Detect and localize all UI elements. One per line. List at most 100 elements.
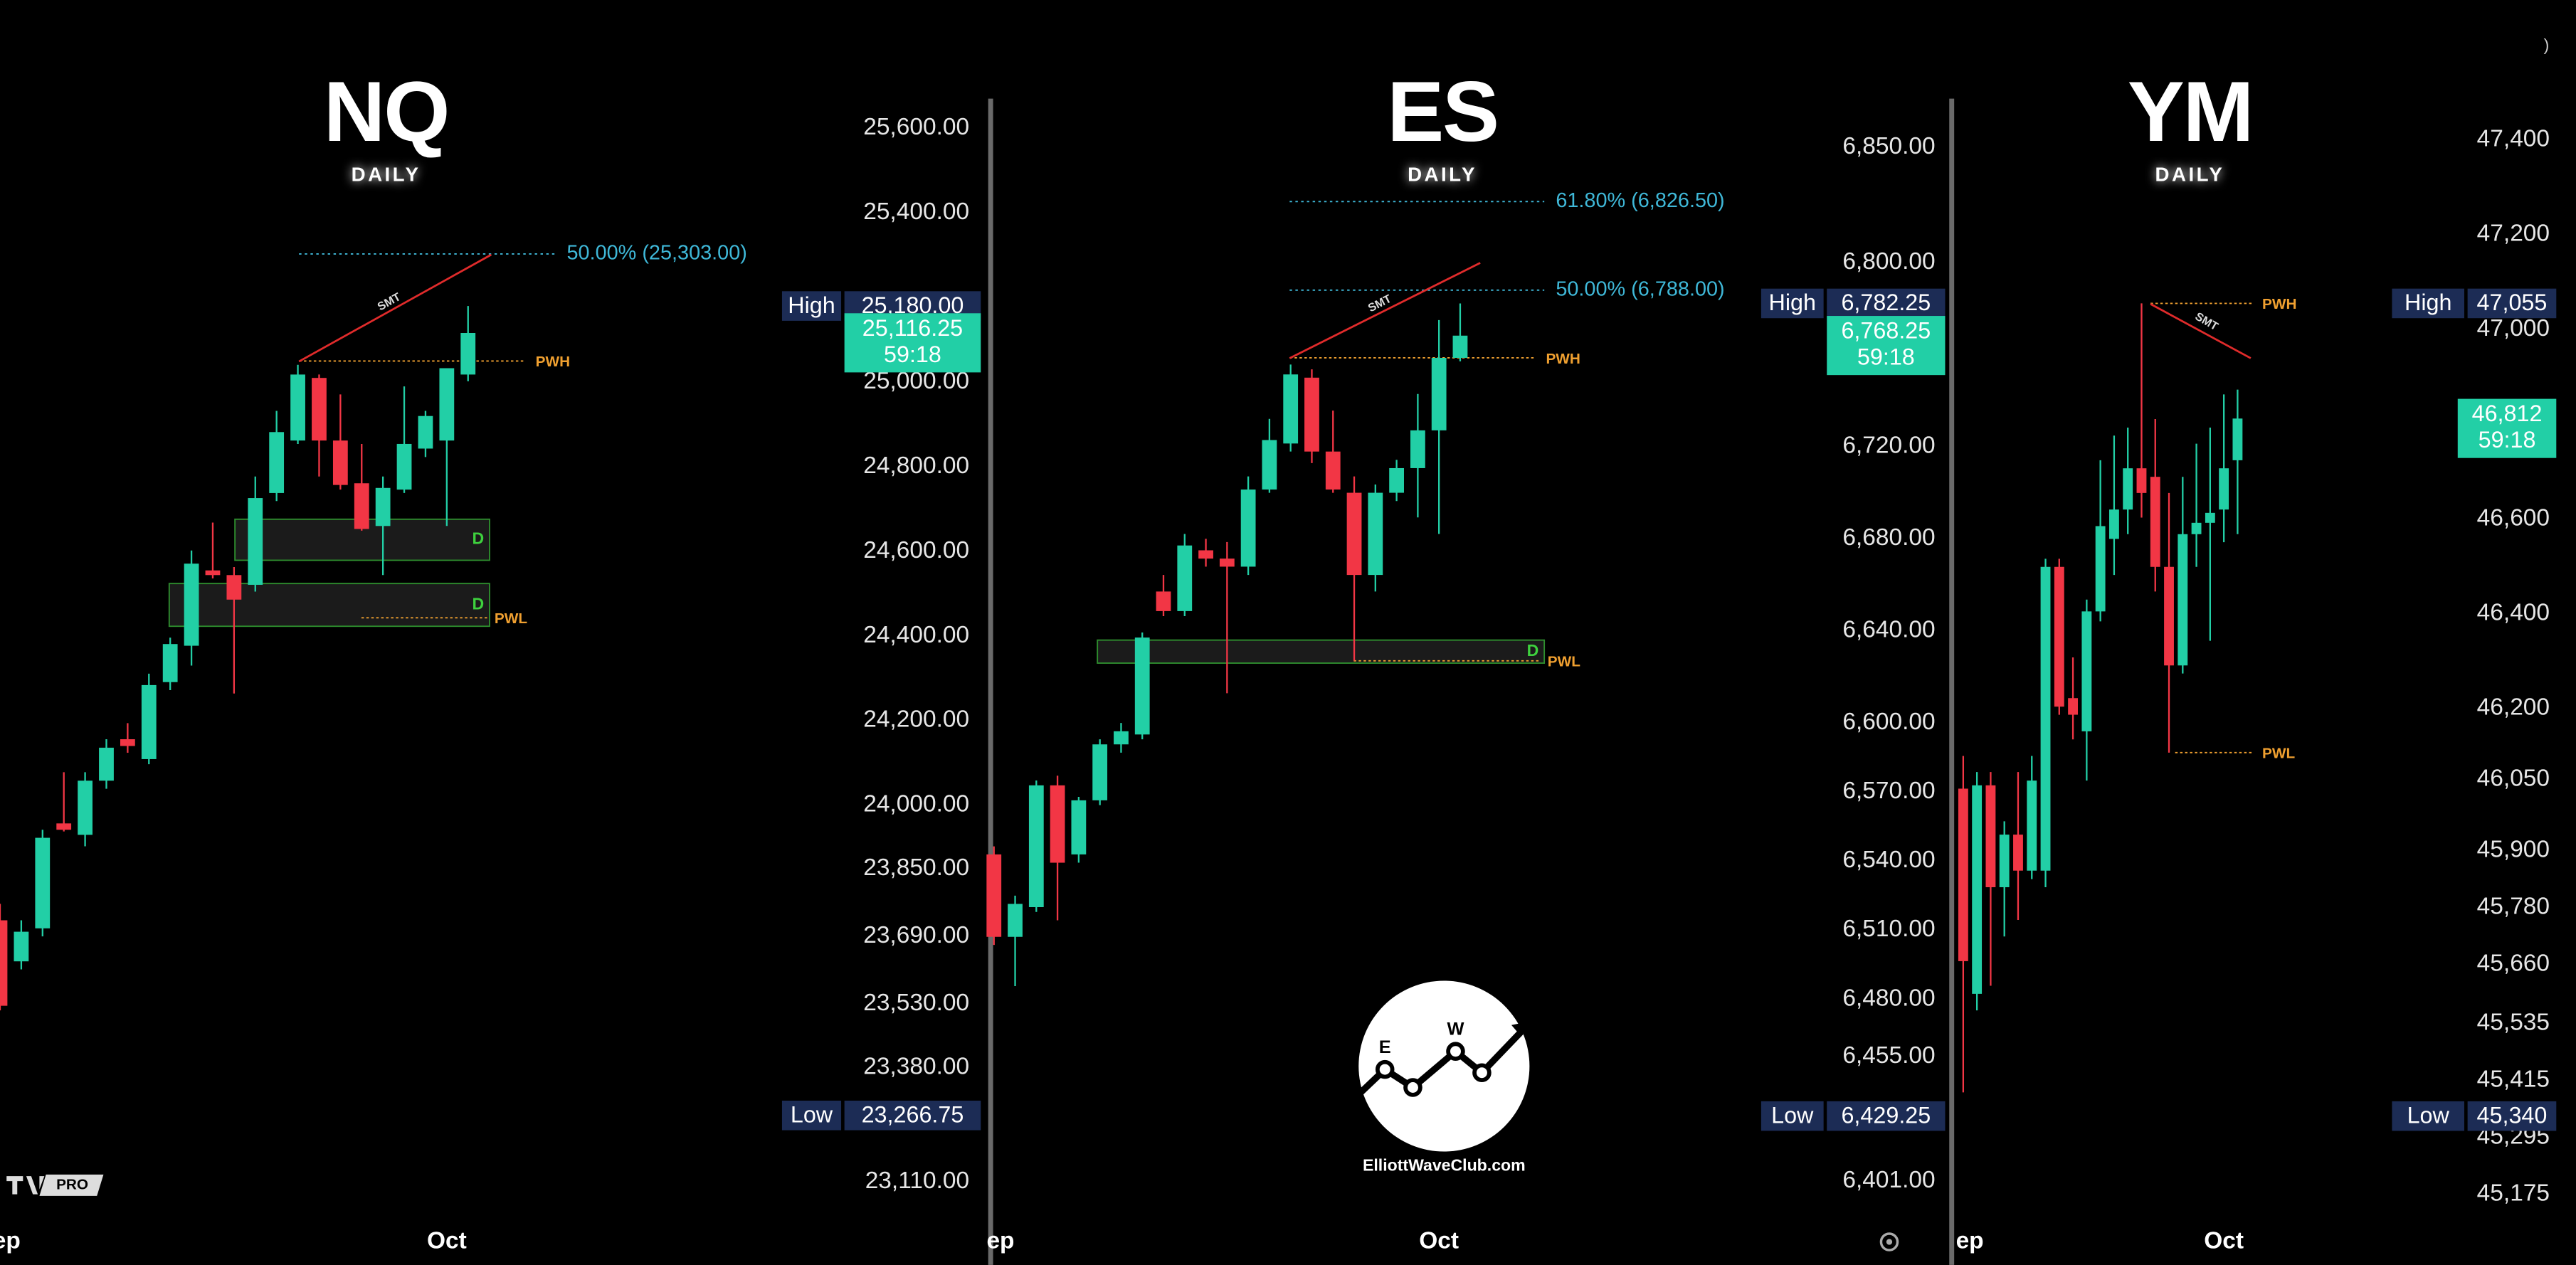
badge-value: 6,429.25 bbox=[1841, 1102, 1931, 1128]
candle-body bbox=[1368, 492, 1383, 576]
candle-body bbox=[2219, 468, 2229, 510]
candle-body bbox=[354, 483, 369, 529]
candle-body bbox=[141, 684, 157, 759]
y-tick-label: 23,850.00 bbox=[863, 854, 969, 881]
y-tick-label: 6,401.00 bbox=[1842, 1167, 1935, 1193]
candle-body bbox=[2136, 468, 2147, 493]
zone-label: D bbox=[472, 594, 484, 613]
candle-body bbox=[2150, 477, 2160, 567]
candle-body bbox=[1346, 492, 1362, 576]
badge-label-bg bbox=[2392, 1101, 2465, 1131]
fib-label: 61.80% (6,826.50) bbox=[1556, 189, 1724, 212]
corner-mark: ) bbox=[2544, 36, 2550, 54]
y-tick-label: 6,720.00 bbox=[1842, 433, 1935, 459]
candle-body bbox=[248, 498, 263, 585]
pwh-label: PWH bbox=[1546, 351, 1580, 367]
settings-gear[interactable] bbox=[1879, 1232, 1899, 1251]
y-tick-label: 23,380.00 bbox=[863, 1053, 969, 1079]
candle-body bbox=[226, 575, 242, 600]
chart-subtitle: DAILY bbox=[2155, 164, 2225, 186]
candle-body bbox=[35, 837, 51, 928]
y-tick-label: 6,800.00 bbox=[1842, 248, 1935, 275]
badge-label: High bbox=[1769, 290, 1816, 315]
y-tick-label: 45,900 bbox=[2477, 837, 2550, 863]
badge-label-bg bbox=[781, 291, 842, 321]
badge-value: 45,340 bbox=[2477, 1102, 2548, 1128]
candle-body bbox=[418, 416, 433, 449]
y-tick-label: 47,200 bbox=[2477, 221, 2550, 247]
badge-label-bg bbox=[2392, 288, 2465, 319]
badge-value: 23,266.75 bbox=[862, 1101, 964, 1127]
last-price-bg bbox=[2457, 398, 2557, 458]
y-tick-label: 24,000.00 bbox=[863, 791, 969, 817]
candle-body bbox=[2054, 566, 2064, 707]
candle-body bbox=[986, 854, 1002, 937]
candle-body bbox=[1283, 374, 1299, 444]
y-tick-label: 45,780 bbox=[2477, 893, 2550, 919]
candle-body bbox=[1114, 731, 1129, 745]
candle-body bbox=[2178, 534, 2188, 666]
pwl-label: PWL bbox=[2262, 746, 2295, 762]
settings-hub[interactable] bbox=[1886, 1239, 1893, 1245]
candle-body bbox=[332, 440, 348, 485]
candle-body bbox=[290, 374, 305, 441]
candle-body bbox=[269, 432, 285, 493]
candle-body bbox=[1325, 451, 1341, 490]
candle-body bbox=[184, 563, 199, 646]
settings-icon[interactable] bbox=[1879, 1232, 1899, 1251]
y-tick-label: 47,400 bbox=[2477, 125, 2550, 152]
zone-label: D bbox=[472, 529, 484, 548]
candle-body bbox=[2013, 835, 2023, 871]
candle-body bbox=[99, 747, 114, 781]
candle-body bbox=[1219, 559, 1235, 567]
candle-body bbox=[312, 378, 327, 441]
candle-body bbox=[375, 487, 391, 526]
y-tick-label: 45,175 bbox=[2477, 1180, 2550, 1206]
candle-body bbox=[2164, 566, 2174, 666]
candle-body bbox=[439, 368, 455, 441]
demand-zone bbox=[1097, 639, 1546, 664]
candle-body bbox=[396, 443, 412, 490]
candle-body bbox=[460, 332, 476, 375]
candle-body bbox=[1410, 430, 1425, 468]
zone-label: D bbox=[1527, 641, 1539, 660]
candle-body bbox=[1071, 800, 1087, 854]
pwh-label: PWH bbox=[536, 354, 570, 370]
y-tick-label: 25,400.00 bbox=[863, 199, 969, 225]
last-price: 6,768.25 bbox=[1841, 318, 1931, 344]
y-tick-label: 24,200.00 bbox=[863, 706, 969, 733]
y-tick-label: 46,050 bbox=[2477, 766, 2550, 792]
candle-body bbox=[2068, 698, 2079, 715]
y-tick-label: 46,200 bbox=[2477, 694, 2550, 721]
y-tick-label: 6,570.00 bbox=[1842, 778, 1935, 804]
smt-line bbox=[298, 253, 492, 363]
candle-body bbox=[1177, 545, 1193, 611]
badge-value-bg bbox=[844, 1101, 981, 1131]
chart-title: ES bbox=[1387, 64, 1498, 159]
y-tick-label: 25,600.00 bbox=[863, 114, 969, 140]
last-price: 46,812 bbox=[2472, 401, 2543, 426]
logo-site: ElliottWaveClub.com bbox=[1363, 1155, 1526, 1174]
candle-body bbox=[1092, 744, 1108, 800]
x-tick-label: ep bbox=[0, 1227, 21, 1254]
candle-body bbox=[14, 931, 29, 962]
tv-badge-bg bbox=[39, 1174, 104, 1196]
pwl-label: PWL bbox=[495, 610, 527, 627]
y-tick-label: 24,600.00 bbox=[863, 537, 969, 563]
smt-line bbox=[2150, 303, 2252, 359]
badge-value: 47,055 bbox=[2477, 290, 2548, 315]
y-tick-label: 24,400.00 bbox=[863, 622, 969, 648]
y-tick-label: 45,415 bbox=[2477, 1066, 2550, 1093]
candle-body bbox=[78, 780, 93, 835]
candle-body bbox=[2232, 418, 2243, 460]
candle-body bbox=[1999, 835, 2010, 888]
chart-subtitle: DAILY bbox=[1408, 164, 1477, 186]
logo-letter: E bbox=[1379, 1037, 1391, 1057]
candle-body bbox=[1452, 335, 1468, 358]
tv-mark bbox=[6, 1176, 45, 1195]
logo-node bbox=[1403, 1078, 1422, 1097]
y-tick-label: 6,510.00 bbox=[1842, 916, 1935, 942]
y-tick-label: 46,600 bbox=[2477, 504, 2550, 531]
logo-arrow bbox=[1511, 1022, 1529, 1037]
